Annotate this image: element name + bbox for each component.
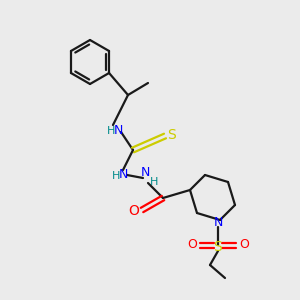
Text: N: N: [213, 215, 223, 229]
Text: O: O: [129, 204, 140, 218]
Text: S: S: [168, 128, 176, 142]
Text: N: N: [118, 169, 128, 182]
Text: H: H: [107, 126, 115, 136]
Text: N: N: [113, 124, 123, 136]
Text: O: O: [239, 238, 249, 251]
Text: H: H: [112, 171, 120, 181]
Text: O: O: [187, 238, 197, 251]
Text: H: H: [150, 177, 158, 187]
Text: S: S: [214, 240, 222, 254]
Text: N: N: [140, 167, 150, 179]
